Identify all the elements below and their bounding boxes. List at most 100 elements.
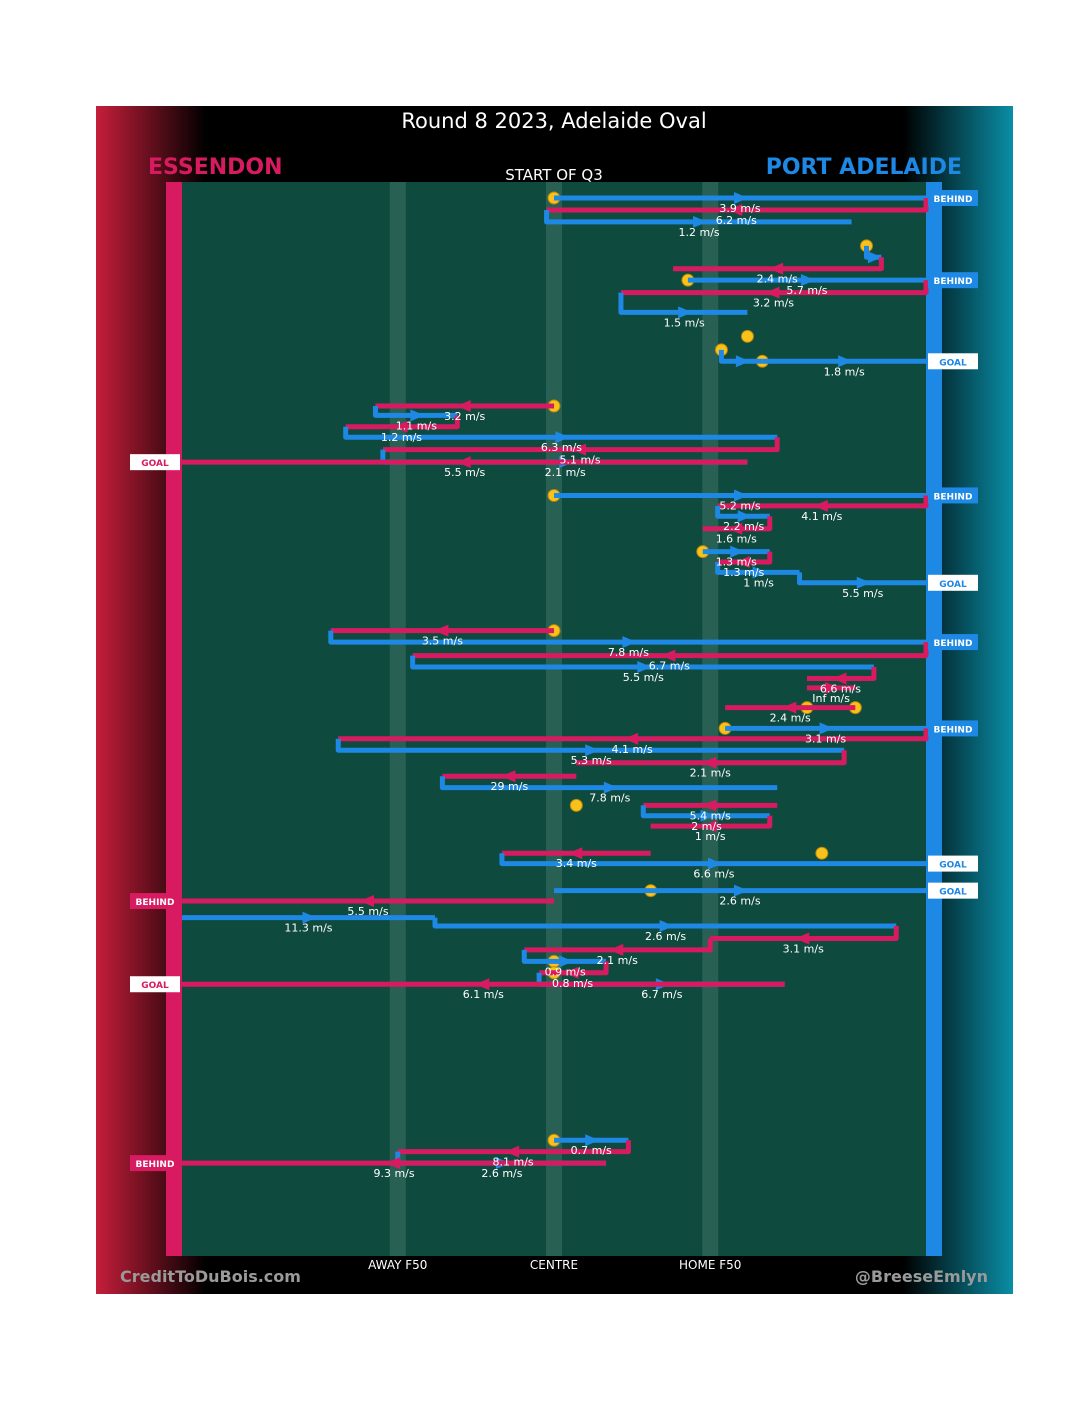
possession-line (539, 961, 609, 976)
direction-arrow (769, 262, 784, 275)
direction-arrow (813, 499, 828, 512)
direction-arrow (559, 955, 574, 968)
possession-line (620, 280, 929, 296)
outcome-label: BEHIND (934, 639, 973, 649)
possession-line (640, 805, 770, 819)
possession-line (546, 198, 929, 213)
tick-label: HOME F50 (679, 1258, 741, 1272)
possession-line (372, 406, 458, 418)
direction-arrow (752, 566, 767, 579)
speed-label: Inf m/s (812, 692, 850, 705)
direction-arrow (456, 400, 471, 412)
outcome-badge (928, 487, 978, 504)
speed-label: 0.9 m/s (545, 965, 586, 978)
speed-label: 5.7 m/s (786, 284, 827, 297)
possession-line (412, 642, 929, 659)
speed-label: 6.2 m/s (716, 214, 757, 227)
direction-arrow (737, 510, 752, 523)
speed-label: 6.6 m/s (820, 682, 861, 695)
speed-label: 6.3 m/s (541, 441, 582, 454)
credit-right: @BreeseEmlyn (855, 1267, 988, 1286)
tick-label: AWAY F50 (368, 1258, 427, 1272)
possession-line (397, 1140, 631, 1155)
direction-arrow (735, 355, 750, 368)
speed-label: 5.5 m/s (842, 587, 883, 600)
outcome-label: BEHIND (136, 898, 175, 908)
direction-arrow (728, 522, 743, 535)
outcome-label: BEHIND (934, 195, 973, 205)
direction-arrow (795, 932, 810, 945)
speed-label: 1.2 m/s (679, 226, 720, 239)
home-team-name: PORT ADELAIDE (766, 155, 962, 180)
tick-label: CENTRE (530, 1258, 578, 1272)
speed-label: 2.1 m/s (545, 466, 586, 479)
direction-arrow (702, 756, 717, 769)
stoppage-marker (740, 329, 754, 343)
away-goal-line (166, 182, 182, 1256)
possession-line (439, 776, 778, 791)
outcome-badge (928, 272, 978, 289)
direction-arrow (585, 1134, 600, 1147)
direction-arrow (393, 420, 408, 433)
outcome-badge (928, 720, 978, 737)
direction-arrow (661, 649, 676, 662)
direction-arrow (819, 722, 834, 735)
direction-arrow (609, 943, 624, 956)
direction-arrow (622, 636, 637, 649)
possession-line (702, 516, 773, 532)
direction-arrow (302, 911, 317, 924)
outcome-badge (928, 574, 978, 591)
possession-series (182, 192, 929, 1170)
speed-label: 3.4 m/s (556, 857, 597, 870)
direction-arrow (564, 966, 579, 979)
direction-arrow (410, 409, 425, 422)
outcome-badge (928, 855, 978, 872)
speed-label: 1.8 m/s (824, 365, 865, 378)
speed-label: 3.1 m/s (805, 732, 846, 745)
stoppage-marker (815, 846, 829, 860)
direction-arrow (434, 624, 449, 637)
direction-arrow (856, 576, 871, 589)
speed-label: 5.5 m/s (623, 671, 664, 684)
speed-label: 0.8 m/s (552, 977, 593, 990)
outcome-badge (928, 190, 978, 206)
speed-label: 6.1 m/s (463, 988, 504, 1001)
speed-label: 11.3 m/s (284, 922, 332, 935)
direction-arrow (386, 1157, 401, 1170)
chart-subtitle: START OF Q3 (505, 166, 603, 184)
outcome-badge (928, 353, 978, 370)
speed-label: 3.1 m/s (783, 942, 824, 955)
direction-arrow (765, 286, 780, 299)
direction-arrow (360, 895, 374, 908)
speed-label: 6.7 m/s (649, 660, 690, 673)
possession-line (717, 551, 773, 565)
possession-line (521, 949, 607, 964)
speed-label: 3.9 m/s (719, 202, 760, 215)
speed-label: 3.2 m/s (444, 410, 485, 423)
direction-arrow (456, 456, 471, 469)
possession-line (806, 667, 877, 681)
direction-arrow (734, 192, 748, 204)
possession-line (576, 750, 847, 766)
speed-label: 6.7 m/s (641, 988, 682, 1001)
tick-line (546, 182, 562, 1256)
outcome-label: GOAL (141, 981, 169, 991)
tick-line (389, 182, 406, 1256)
possession-line (710, 926, 899, 941)
outcome-label: BEHIND (934, 725, 973, 735)
speed-label: 1 m/s (743, 576, 774, 589)
direction-arrow (832, 672, 847, 685)
speed-label: 5.5 m/s (347, 905, 388, 918)
speed-label: 6.6 m/s (693, 868, 734, 881)
outcome-badge (130, 454, 180, 471)
speed-label: 3.2 m/s (753, 297, 794, 310)
speed-label: 9.3 m/s (373, 1167, 414, 1180)
speed-label: 2 m/s (691, 820, 722, 833)
speed-label: 5.5 m/s (444, 466, 485, 479)
speed-label: 2.2 m/s (723, 520, 764, 533)
direction-arrow (702, 820, 717, 833)
outcome-badge (130, 976, 180, 993)
direction-arrow (707, 857, 722, 870)
possession-line (673, 257, 884, 272)
direction-arrow (700, 809, 715, 822)
